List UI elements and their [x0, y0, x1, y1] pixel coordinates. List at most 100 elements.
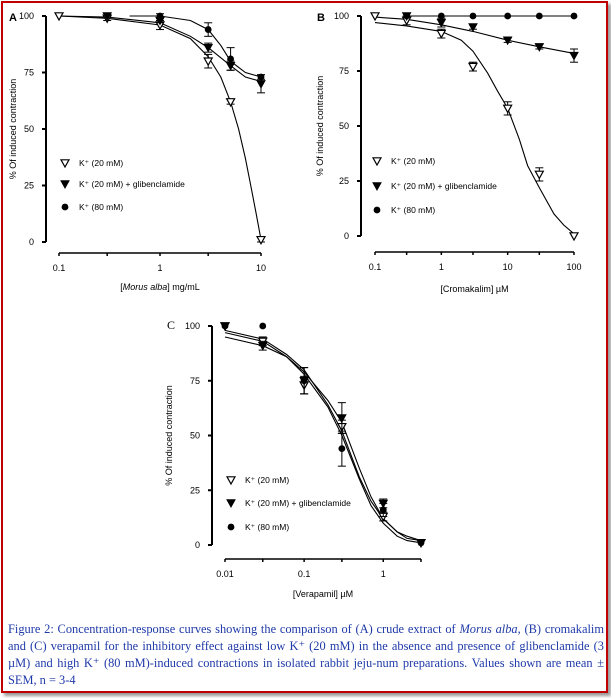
data-point-series-1 — [502, 104, 513, 114]
panel-label: C — [167, 318, 175, 332]
data-point-series-3 — [338, 445, 346, 453]
legend-label: K⁺ (80 mM) — [79, 202, 123, 212]
legend-label: K⁺ (20 mM) — [391, 156, 435, 166]
data-point-series-1 — [53, 12, 65, 22]
legend-label: K⁺ (20 mM) — [245, 475, 289, 485]
data-point-series-2 — [468, 23, 478, 33]
data-point-series-1 — [255, 235, 267, 245]
data-point-series-3 — [403, 12, 411, 20]
fit-curve-1 — [374, 22, 575, 235]
x-tick-label: 10 — [503, 262, 513, 272]
legend-marker-3 — [373, 206, 381, 214]
data-point-series-3 — [379, 506, 387, 514]
y-tick-label: 0 — [344, 231, 349, 241]
data-point-series-2 — [102, 12, 113, 22]
y-tick-label: 100 — [185, 321, 200, 331]
legend-marker-3 — [61, 203, 69, 211]
data-point-series-3 — [504, 12, 512, 20]
y-tick-label: 75 — [24, 68, 34, 78]
y-tick-label: 25 — [190, 485, 200, 495]
fit-curve-2 — [374, 16, 575, 54]
fit-curve-1 — [224, 332, 422, 542]
x-tick-label: 1 — [439, 262, 444, 272]
data-point-series-3 — [417, 539, 425, 547]
y-tick-label: 50 — [190, 431, 200, 441]
legend-label: K⁺ (20 mM) + glibenclamide — [391, 181, 497, 191]
fit-curve-2 — [58, 15, 262, 83]
x-axis-label: [Morus alba] mg/mL — [120, 282, 200, 292]
chart-panel-a: A 0 25 50 75 100 0.1 1 10 [Morus alba] mg/mL % Of … — [8, 11, 267, 292]
data-point-series-1 — [436, 29, 447, 39]
data-point-series-2 — [534, 43, 545, 52]
data-point-series-2 — [203, 43, 214, 53]
data-point-series-1 — [369, 12, 381, 22]
fit-curve-3 — [129, 15, 262, 78]
x-tick-label: 1 — [157, 263, 162, 273]
y-tick-label: 50 — [24, 124, 34, 134]
x-tick-label: 0.1 — [53, 263, 66, 273]
data-point-series-2 — [569, 51, 579, 61]
x-axis-label-italic: Morus alba — [123, 282, 168, 292]
data-point-series-3 — [257, 73, 265, 81]
data-point-series-3 — [469, 12, 477, 20]
legend-marker-2 — [372, 182, 382, 192]
data-point-series-3 — [437, 12, 445, 20]
y-tick-label: 25 — [24, 181, 34, 191]
legend-label: K⁺ (20 mM) + glibenclamide — [245, 498, 351, 508]
x-tick-label: 100 — [566, 262, 581, 272]
panel-label: B — [317, 12, 325, 24]
legend-label: K⁺ (20 mM) — [79, 158, 123, 168]
data-point-series-1 — [467, 62, 479, 72]
legend-label: K⁺ (20 mM) + glibenclamide — [79, 179, 185, 189]
data-point-series-1 — [568, 232, 580, 242]
data-point-series-2 — [257, 342, 268, 351]
caption-text-1: Figure 2: Concentration-response curves … — [8, 622, 460, 636]
data-point-series-3 — [221, 322, 229, 330]
data-point-series-3 — [204, 26, 212, 33]
x-tick-label: 0.1 — [298, 569, 311, 579]
x-axis-label: [Cromakalim] µM — [440, 284, 508, 294]
y-tick-label: 25 — [339, 176, 349, 186]
caption-italic: Morus alba, — [459, 622, 521, 636]
legend-marker-2 — [60, 180, 70, 190]
data-point-series-1 — [534, 170, 545, 180]
y-tick-label: 0 — [195, 540, 200, 550]
x-tick-label: 1 — [381, 569, 386, 579]
data-point-series-3 — [535, 12, 543, 20]
y-axis-label: % Of induced contraction — [315, 76, 325, 177]
y-tick-label: 50 — [339, 121, 349, 131]
y-axis-label: % Of induced contraction — [8, 79, 18, 180]
fit-curve-1 — [58, 15, 262, 240]
y-tick-label: 100 — [19, 11, 34, 21]
x-tick-label: 0.01 — [216, 569, 234, 579]
y-tick-label: 75 — [190, 376, 200, 386]
x-axis-label-pre: [ — [120, 282, 123, 292]
x-axis-label: [Verapamil] µM — [293, 589, 353, 599]
data-point-series-3 — [156, 12, 164, 20]
figure-caption: Figure 2: Concentration-response curves … — [8, 621, 604, 689]
x-axis-label-post: ] mg/mL — [167, 282, 200, 292]
legend-marker-1 — [59, 159, 71, 169]
legend-marker-2 — [226, 499, 236, 509]
chart-panel-b: B 0 25 50 75 100 0.1 1 10 100 [Cromakalim] µM % Of … — [315, 11, 582, 294]
data-point-series-2 — [256, 80, 266, 89]
fit-curve-2 — [224, 329, 422, 542]
fit-curve-3 — [224, 336, 422, 544]
data-point-series-3 — [570, 12, 578, 20]
data-point-series-2 — [436, 18, 447, 28]
y-axis-label: % Of induced contraction — [164, 385, 174, 486]
data-point-series-3 — [259, 322, 267, 330]
y-tick-label: 100 — [334, 11, 349, 21]
y-tick-label: 0 — [29, 237, 34, 247]
x-tick-label: 10 — [256, 263, 266, 273]
legend-marker-1 — [225, 476, 237, 486]
chart-panel-c: C 0 25 50 75 100 0.01 0.1 1 [Verapamil] µM % Of in… — [164, 318, 427, 599]
data-point-series-2 — [502, 36, 513, 46]
data-point-series-1 — [203, 57, 214, 67]
data-point-series-2 — [337, 414, 347, 424]
legend-marker-3 — [227, 523, 235, 531]
data-point-series-3 — [300, 377, 308, 385]
x-tick-label: 0.1 — [369, 262, 382, 272]
